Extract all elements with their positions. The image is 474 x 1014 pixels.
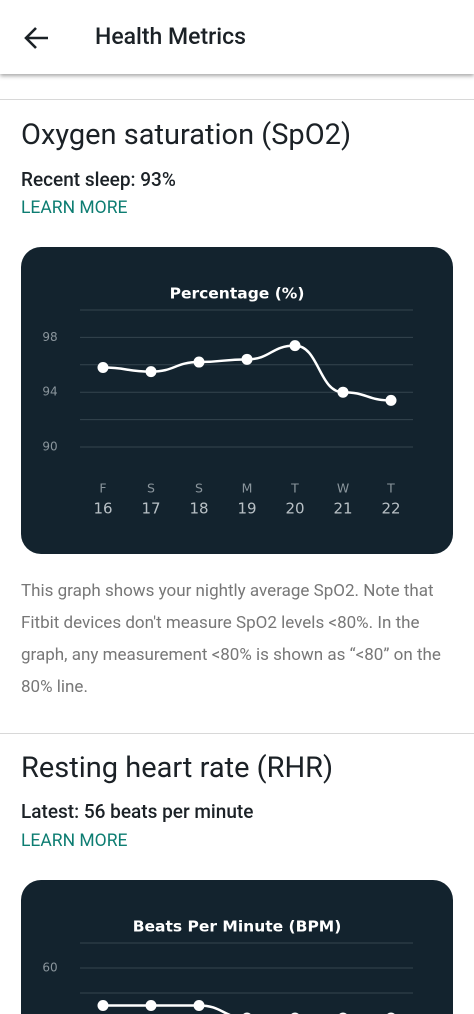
summary: Recent sleep: 93% <box>21 168 176 191</box>
point <box>289 340 301 352</box>
point <box>193 356 205 368</box>
header-title: Health Metrics <box>95 23 246 50</box>
point <box>145 366 157 378</box>
divider <box>0 733 474 734</box>
x-tick-label: T <box>290 481 299 496</box>
x-tick-label: 20 <box>285 500 304 518</box>
x-tick-label: S <box>195 481 203 496</box>
point <box>337 386 349 398</box>
x-tick-label: T <box>386 481 395 496</box>
x-tick-label: 22 <box>381 500 400 518</box>
chart: Percentage (%) 90 94 98 F 16 S 17 S 18 M 19 T 20 W 21 T 2… <box>42 285 413 518</box>
x-tick-label: 17 <box>141 500 160 518</box>
summary: Latest: 56 beats per minute <box>21 800 254 823</box>
y-tick-label: 98 <box>42 330 57 344</box>
chart-card: Beats Per Minute (BPM) 60 <box>21 880 453 1014</box>
x-tick-label: 18 <box>189 500 208 518</box>
chart-title: Beats Per Minute (BPM) <box>133 918 342 936</box>
point <box>193 1000 205 1011</box>
y-tick-label: 90 <box>42 440 57 454</box>
point <box>385 394 397 406</box>
point <box>97 362 109 374</box>
chart: Beats Per Minute (BPM) 60 <box>42 918 413 1014</box>
x-tick-label: M <box>242 481 253 496</box>
divider <box>0 99 474 100</box>
app-bar: Health Metrics <box>0 0 474 74</box>
point <box>145 1000 157 1011</box>
section-title: Oxygen saturation (SpO2) <box>21 118 352 152</box>
learn-more[interactable]: LEARN MORE <box>21 831 128 851</box>
y-tick-label: 60 <box>42 961 57 975</box>
note: This graph shows your nightly average Sp… <box>21 581 441 697</box>
x-tick-label: 21 <box>333 500 352 518</box>
x-tick-label: W <box>337 481 349 496</box>
back-button[interactable] <box>22 24 50 52</box>
point <box>97 1000 109 1011</box>
x-tick-label: 19 <box>237 500 256 518</box>
y-tick-label: 94 <box>42 385 57 399</box>
x-tick-label: S <box>147 481 155 496</box>
learn-more[interactable]: LEARN MORE <box>21 198 128 218</box>
point <box>241 353 253 365</box>
x-tick-label: F <box>99 481 106 496</box>
x-tick-label: 16 <box>93 500 112 518</box>
chart-card: Percentage (%) 90 94 98 F 16 S 17 S 18 M 19 T 20 W 21 T 2… <box>21 247 453 554</box>
chart-title: Percentage (%) <box>170 285 305 303</box>
section-title: Resting heart rate (RHR) <box>21 751 334 785</box>
